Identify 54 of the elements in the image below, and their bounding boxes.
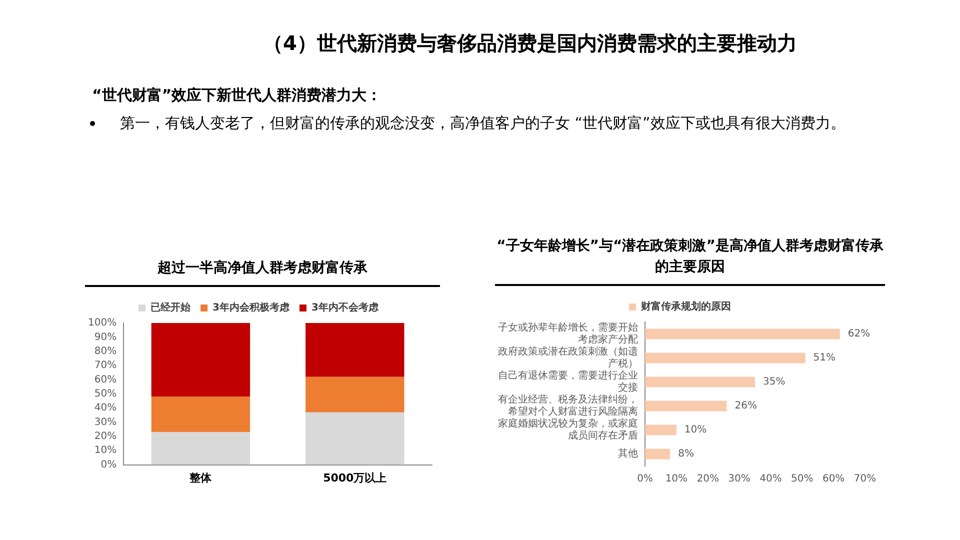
data-label: 26%	[734, 400, 757, 412]
x-tick-label: 30%	[728, 474, 750, 485]
y-tick-label: 0%	[100, 459, 117, 470]
text: “世代财富”效应下新世代人群消费潜力大：	[92, 86, 382, 105]
bar	[306, 323, 404, 377]
bar	[645, 424, 676, 436]
y-tick-label: 有企业经营、税务及法律纠纷，希望对个人财富进行风险隔离	[498, 394, 638, 418]
bar	[306, 412, 404, 465]
x-tick-label: 10%	[665, 474, 688, 485]
x-tick-label: 0%	[637, 474, 653, 485]
x-tick-label: 20%	[696, 474, 719, 485]
text: 第一，有钱人变老了，但财富的传承的观念没变，高净值客户的子女 “世代财富”效应下或也具有很大消费力。	[120, 113, 846, 134]
data-label: 62%	[848, 328, 870, 340]
bar	[151, 432, 250, 465]
y-tick-label: 其他	[618, 448, 638, 460]
x-tick-label: 5000万以上	[323, 471, 387, 484]
bar	[306, 376, 404, 412]
y-tick-label: 30%	[94, 416, 117, 428]
data-label: 8%	[678, 448, 694, 460]
x-tick-label: 50%	[791, 474, 814, 485]
bar	[645, 352, 806, 364]
legend-label: 3年内不会考虑	[312, 302, 380, 314]
bar	[645, 328, 840, 340]
chart-title: “子女年龄增长”与“潜在政策刺激”是高净值人群考虑财富传承的主要原因	[495, 236, 885, 286]
y-tick-label: 50%	[94, 388, 117, 400]
x-tick-label: 整体	[188, 471, 213, 484]
data-label: 51%	[813, 352, 836, 364]
chart-title: 超过一半高净值人群考虑财富传承	[85, 258, 440, 287]
y-tick-label: 子女或孙辈年龄增长，需要开始考虑家产分配	[498, 322, 638, 346]
y-tick-label: 80%	[94, 346, 117, 357]
y-tick-label: 10%	[94, 445, 117, 456]
legend-label: 3年内会积极考虑	[212, 302, 290, 314]
y-tick-label: 政府政策或潜在政策刺激（如遗产税）	[498, 346, 638, 370]
bar	[645, 448, 670, 460]
y-tick-label: 自己有退休需要，需要进行企业交接	[498, 370, 638, 394]
text: （4）世代新消费与奢侈品消费是国内消费需求的主要推动力	[262, 30, 798, 57]
y-tick-label: 60%	[94, 374, 117, 386]
y-tick-label: 40%	[94, 402, 117, 414]
data-label: 10%	[684, 424, 707, 436]
bar	[151, 323, 250, 397]
legend-label: 财富传承规划的原因	[640, 300, 731, 313]
bar	[151, 396, 250, 432]
x-tick-label: 60%	[822, 474, 845, 485]
bar	[645, 400, 727, 412]
y-tick-label: 70%	[94, 360, 117, 372]
y-tick-label: 90%	[94, 332, 117, 343]
y-tick-label: 20%	[94, 431, 117, 442]
y-tick-label: 100%	[88, 318, 117, 329]
legend-label: 已经开始	[150, 302, 192, 314]
x-tick-label: 40%	[760, 474, 782, 485]
x-tick-label: 70%	[854, 474, 876, 485]
data-label: 35%	[763, 376, 786, 388]
y-tick-label: 家庭婚姻状况较为复杂，或家庭成员间存在矛盾	[498, 418, 638, 442]
bar	[645, 376, 755, 388]
